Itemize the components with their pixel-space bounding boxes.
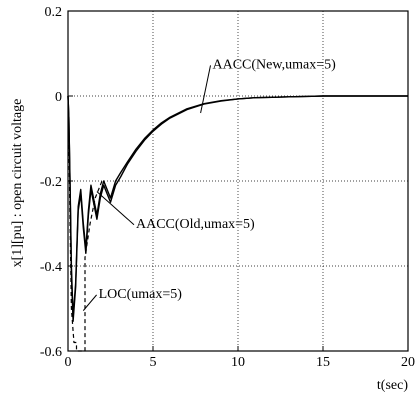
annotation-label: LOC(umax=5): [99, 287, 183, 302]
x-tick-label: 20: [401, 355, 415, 370]
annotation-label: AACC(Old,umax=5): [136, 217, 255, 232]
series-line-2: [67, 95, 408, 322]
annotation-label: AACC(New,umax=5): [213, 57, 337, 72]
series-line-3: [67, 95, 103, 352]
y-tick-label: 0: [55, 90, 62, 105]
x-tick-label: 15: [316, 355, 330, 370]
series-group: [67, 95, 408, 352]
y-axis-label: x[1][pu] : open circuit voltage: [10, 99, 25, 268]
annotation-leader: [82, 294, 97, 311]
tick-group: 0 5 10 15 20 -0.6 -0.4 -0.2 0 0.2: [40, 5, 415, 370]
x-axis-label: t(sec): [377, 378, 408, 393]
annotation-group: AACC(New,umax=5) AACC(Old,umax=5) LOC(umax…: [82, 57, 337, 311]
annotation-leader: [96, 191, 135, 226]
x-tick-label: 0: [65, 355, 72, 370]
y-tick-label: -0.4: [40, 260, 62, 275]
annotation-leader: [200, 65, 211, 114]
x-tick-label: 5: [150, 355, 157, 370]
x-tick-label: 10: [231, 355, 245, 370]
y-tick-label: 0.2: [45, 5, 63, 20]
y-tick-label: -0.6: [40, 345, 62, 360]
y-tick-label: -0.2: [40, 175, 62, 190]
